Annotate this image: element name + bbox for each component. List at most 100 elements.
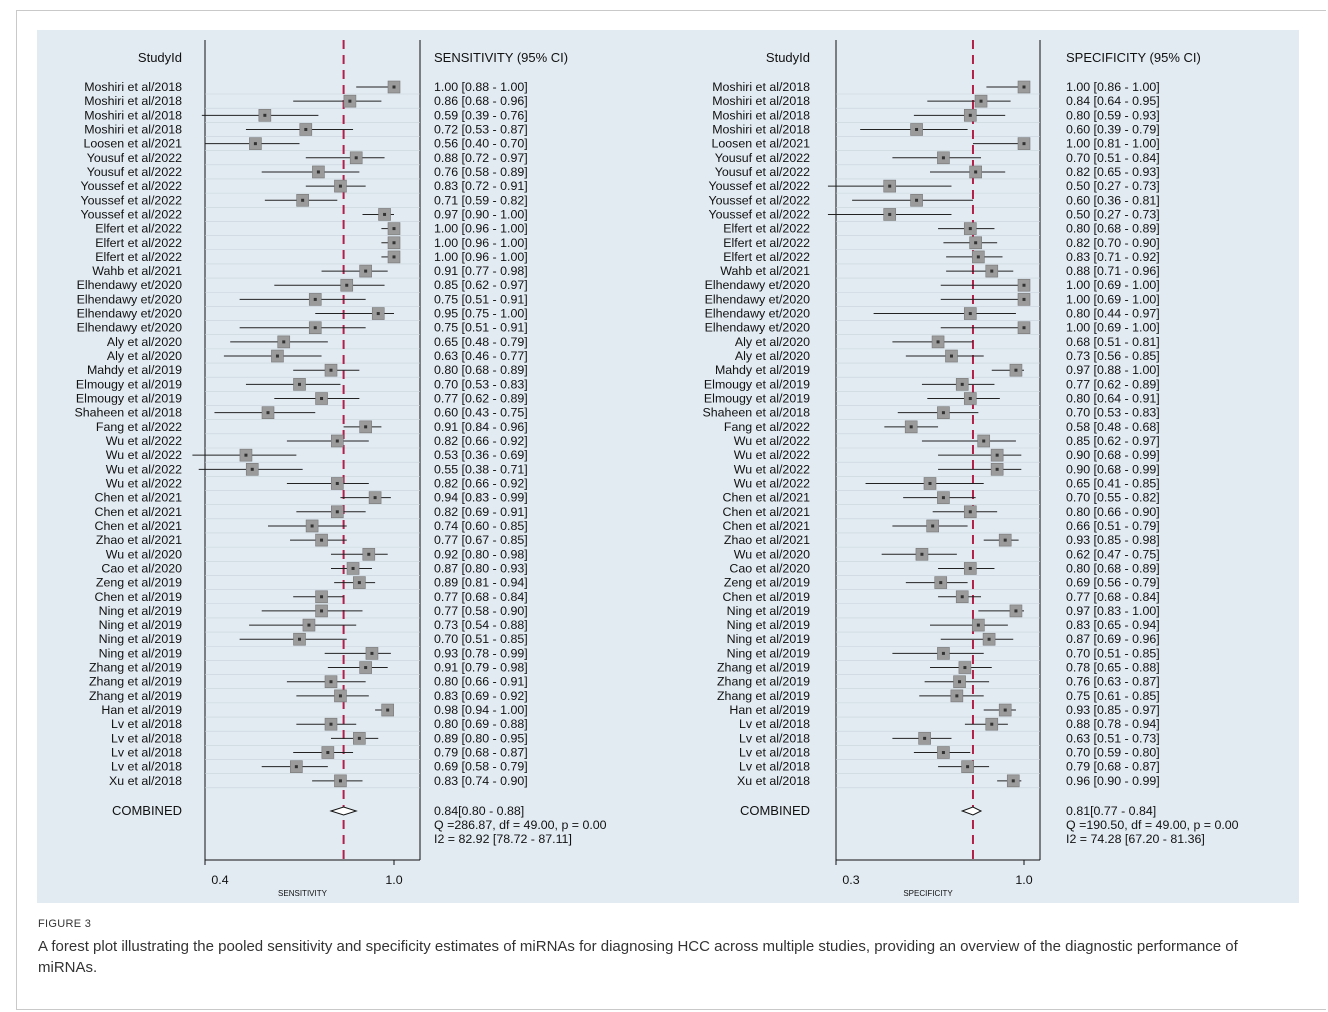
spec-ci-value: 0.63 [0.51 - 0.73]: [1066, 731, 1160, 745]
sens-study-label: Elfert et al/2022: [95, 250, 182, 264]
spec-study-label: Yousuf et al/2022: [715, 151, 810, 165]
figure-caption-text: A forest plot illustrating the pooled se…: [38, 938, 1238, 976]
spec-estimate-dot: [1022, 142, 1026, 146]
forest-plot-svg: StudyId SENSITIVITY (95% CI) Moshiri et al…: [75, 40, 1239, 898]
sens-estimate-dot: [383, 212, 387, 216]
spec-estimate-dot: [941, 411, 945, 415]
sens-study-label: Mahdy et al/2019: [87, 363, 182, 377]
sens-study-label: Moshiri et al/2018: [84, 94, 182, 108]
spec-study-label: Cao et al/2020: [729, 561, 810, 575]
sens-tick-label: 0.4: [211, 873, 228, 887]
sens-study-header: StudyId: [138, 50, 182, 65]
spec-study-label: Chen et al/2021: [723, 505, 811, 519]
spec-estimate-dot: [915, 127, 919, 131]
spec-estimate-dot: [1014, 368, 1018, 372]
sens-study-label: Youssef et al/2022: [80, 207, 182, 221]
sens-study-label: Fang et al/2022: [96, 420, 182, 434]
spec-estimate-dot: [955, 694, 959, 698]
spec-estimate-dot: [915, 198, 919, 202]
sens-ci-value: 0.77 [0.68 - 0.84]: [434, 590, 528, 604]
sens-study-label: Yousuf et al/2022: [87, 151, 182, 165]
sens-estimate-dot: [320, 397, 324, 401]
spec-study-label: Zhang et al/2019: [717, 675, 810, 689]
spec-study-label: Wu et al/2022: [734, 434, 810, 448]
sens-estimate-dot: [282, 340, 286, 344]
spec-study-label: Lv et al/2018: [739, 717, 810, 731]
spec-estimate-dot: [960, 595, 964, 599]
spec-estimate-dot: [995, 467, 999, 471]
sens-estimate-dot: [320, 538, 324, 542]
spec-estimate-dot: [974, 170, 978, 174]
spec-study-label: Wu et al/2022: [734, 448, 810, 462]
spec-estimate-dot: [1022, 283, 1026, 287]
sens-ci-value: 0.93 [0.78 - 0.99]: [434, 646, 528, 660]
sens-ci-value: 0.65 [0.48 - 0.79]: [434, 335, 528, 349]
spec-study-label: Ning et al/2019: [727, 618, 810, 632]
sens-estimate-dot: [373, 496, 377, 500]
spec-study-label: Moshiri et al/2018: [712, 108, 810, 122]
spec-study-label: Wahb et al/2021: [720, 264, 810, 278]
sens-study-label: Elhendawy et/2020: [77, 307, 183, 321]
spec-ci-value: 0.96 [0.90 - 0.99]: [1066, 774, 1160, 788]
spec-estimate-dot: [1022, 85, 1026, 89]
spec-study-label: Aly et al/2020: [735, 335, 810, 349]
sens-estimate-dot: [298, 637, 301, 641]
spec-ci-value: 0.60 [0.39 - 0.79]: [1066, 122, 1160, 136]
sens-estimate-dot: [316, 170, 320, 174]
spec-estimate-dot: [990, 269, 994, 273]
spec-estimate-dot: [888, 212, 892, 216]
sens-estimate-dot: [329, 680, 333, 684]
sens-study-label: Wu et al/2022: [106, 476, 182, 490]
spec-estimate-dot: [1014, 609, 1018, 613]
spec-study-label: Youssef et al/2022: [708, 193, 810, 207]
sens-study-label: Aly et al/2020: [107, 349, 182, 363]
spec-ci-value: 1.00 [0.69 - 1.00]: [1066, 292, 1160, 306]
spec-ci-value: 0.65 [0.41 - 0.85]: [1066, 476, 1160, 490]
sens-ci-value: 0.91 [0.84 - 0.96]: [434, 420, 528, 434]
sens-estimate-dot: [367, 552, 371, 556]
spec-study-label: Lv et al/2018: [739, 746, 810, 760]
spec-study-label: Fang et al/2022: [724, 420, 810, 434]
spec-study-label: Shaheen et al/2018: [703, 406, 811, 420]
spec-ci-value: 0.84 [0.64 - 0.95]: [1066, 94, 1160, 108]
sens-ci-value: 1.00 [0.96 - 1.00]: [434, 222, 528, 236]
sens-ci-value: 0.56 [0.40 - 0.70]: [434, 137, 528, 151]
sens-study-label: Wu et al/2022: [106, 448, 182, 462]
sens-study-label: Youssef et al/2022: [80, 193, 182, 207]
sens-estimate-dot: [329, 368, 333, 372]
spec-study-label: Chen et al/2021: [723, 519, 811, 533]
spec-ci-value: 0.75 [0.61 - 0.85]: [1066, 689, 1160, 703]
spec-estimate-dot: [941, 156, 945, 160]
sens-ci-value: 1.00 [0.96 - 1.00]: [434, 250, 528, 264]
sens-estimate-dot: [313, 297, 317, 301]
sens-ci-value: 0.69 [0.58 - 0.79]: [434, 760, 528, 774]
sens-estimate-dot: [244, 453, 248, 457]
sens-estimate-dot: [304, 127, 308, 131]
sens-estimate-dot: [351, 566, 355, 570]
spec-study-label: Zhang et al/2019: [717, 661, 810, 675]
sens-study-label: Ning et al/2019: [99, 632, 182, 646]
spec-study-label: Moshiri et al/2018: [712, 122, 810, 136]
spec-estimate-dot: [888, 184, 892, 188]
sens-estimate-dot: [345, 283, 349, 287]
sens-combined-diamond: [329, 806, 358, 816]
spec-ci-value: 1.00 [0.86 - 1.00]: [1066, 80, 1160, 94]
sens-ci-value: 0.88 [0.72 - 0.97]: [434, 151, 528, 165]
sens-ci-value: 0.82 [0.66 - 0.92]: [434, 434, 528, 448]
spec-study-label: Elmougy et al/2019: [704, 377, 810, 391]
sens-study-label: Aly et al/2020: [107, 335, 182, 349]
spec-ci-value: 1.00 [0.81 - 1.00]: [1066, 137, 1160, 151]
spec-ci-value: 0.93 [0.85 - 0.97]: [1066, 703, 1160, 717]
sens-study-label: Elmougy et al/2019: [76, 392, 182, 406]
sens-estimate-dot: [357, 581, 361, 585]
spec-estimate-dot: [974, 241, 978, 245]
sens-study-label: Youssef et al/2022: [80, 179, 182, 193]
spec-ci-value: 0.70 [0.51 - 0.84]: [1066, 151, 1160, 165]
spec-estimate-dot: [968, 227, 972, 231]
spec-ci-value: 0.76 [0.63 - 0.87]: [1066, 675, 1160, 689]
spec-study-label: Xu et al/2018: [737, 774, 810, 788]
spec-study-label: Zhang et al/2019: [717, 689, 810, 703]
sens-ci-value: 0.80 [0.66 - 0.91]: [434, 675, 528, 689]
sens-estimate-dot: [335, 510, 339, 514]
sens-study-label: Elmougy et al/2019: [76, 377, 182, 391]
